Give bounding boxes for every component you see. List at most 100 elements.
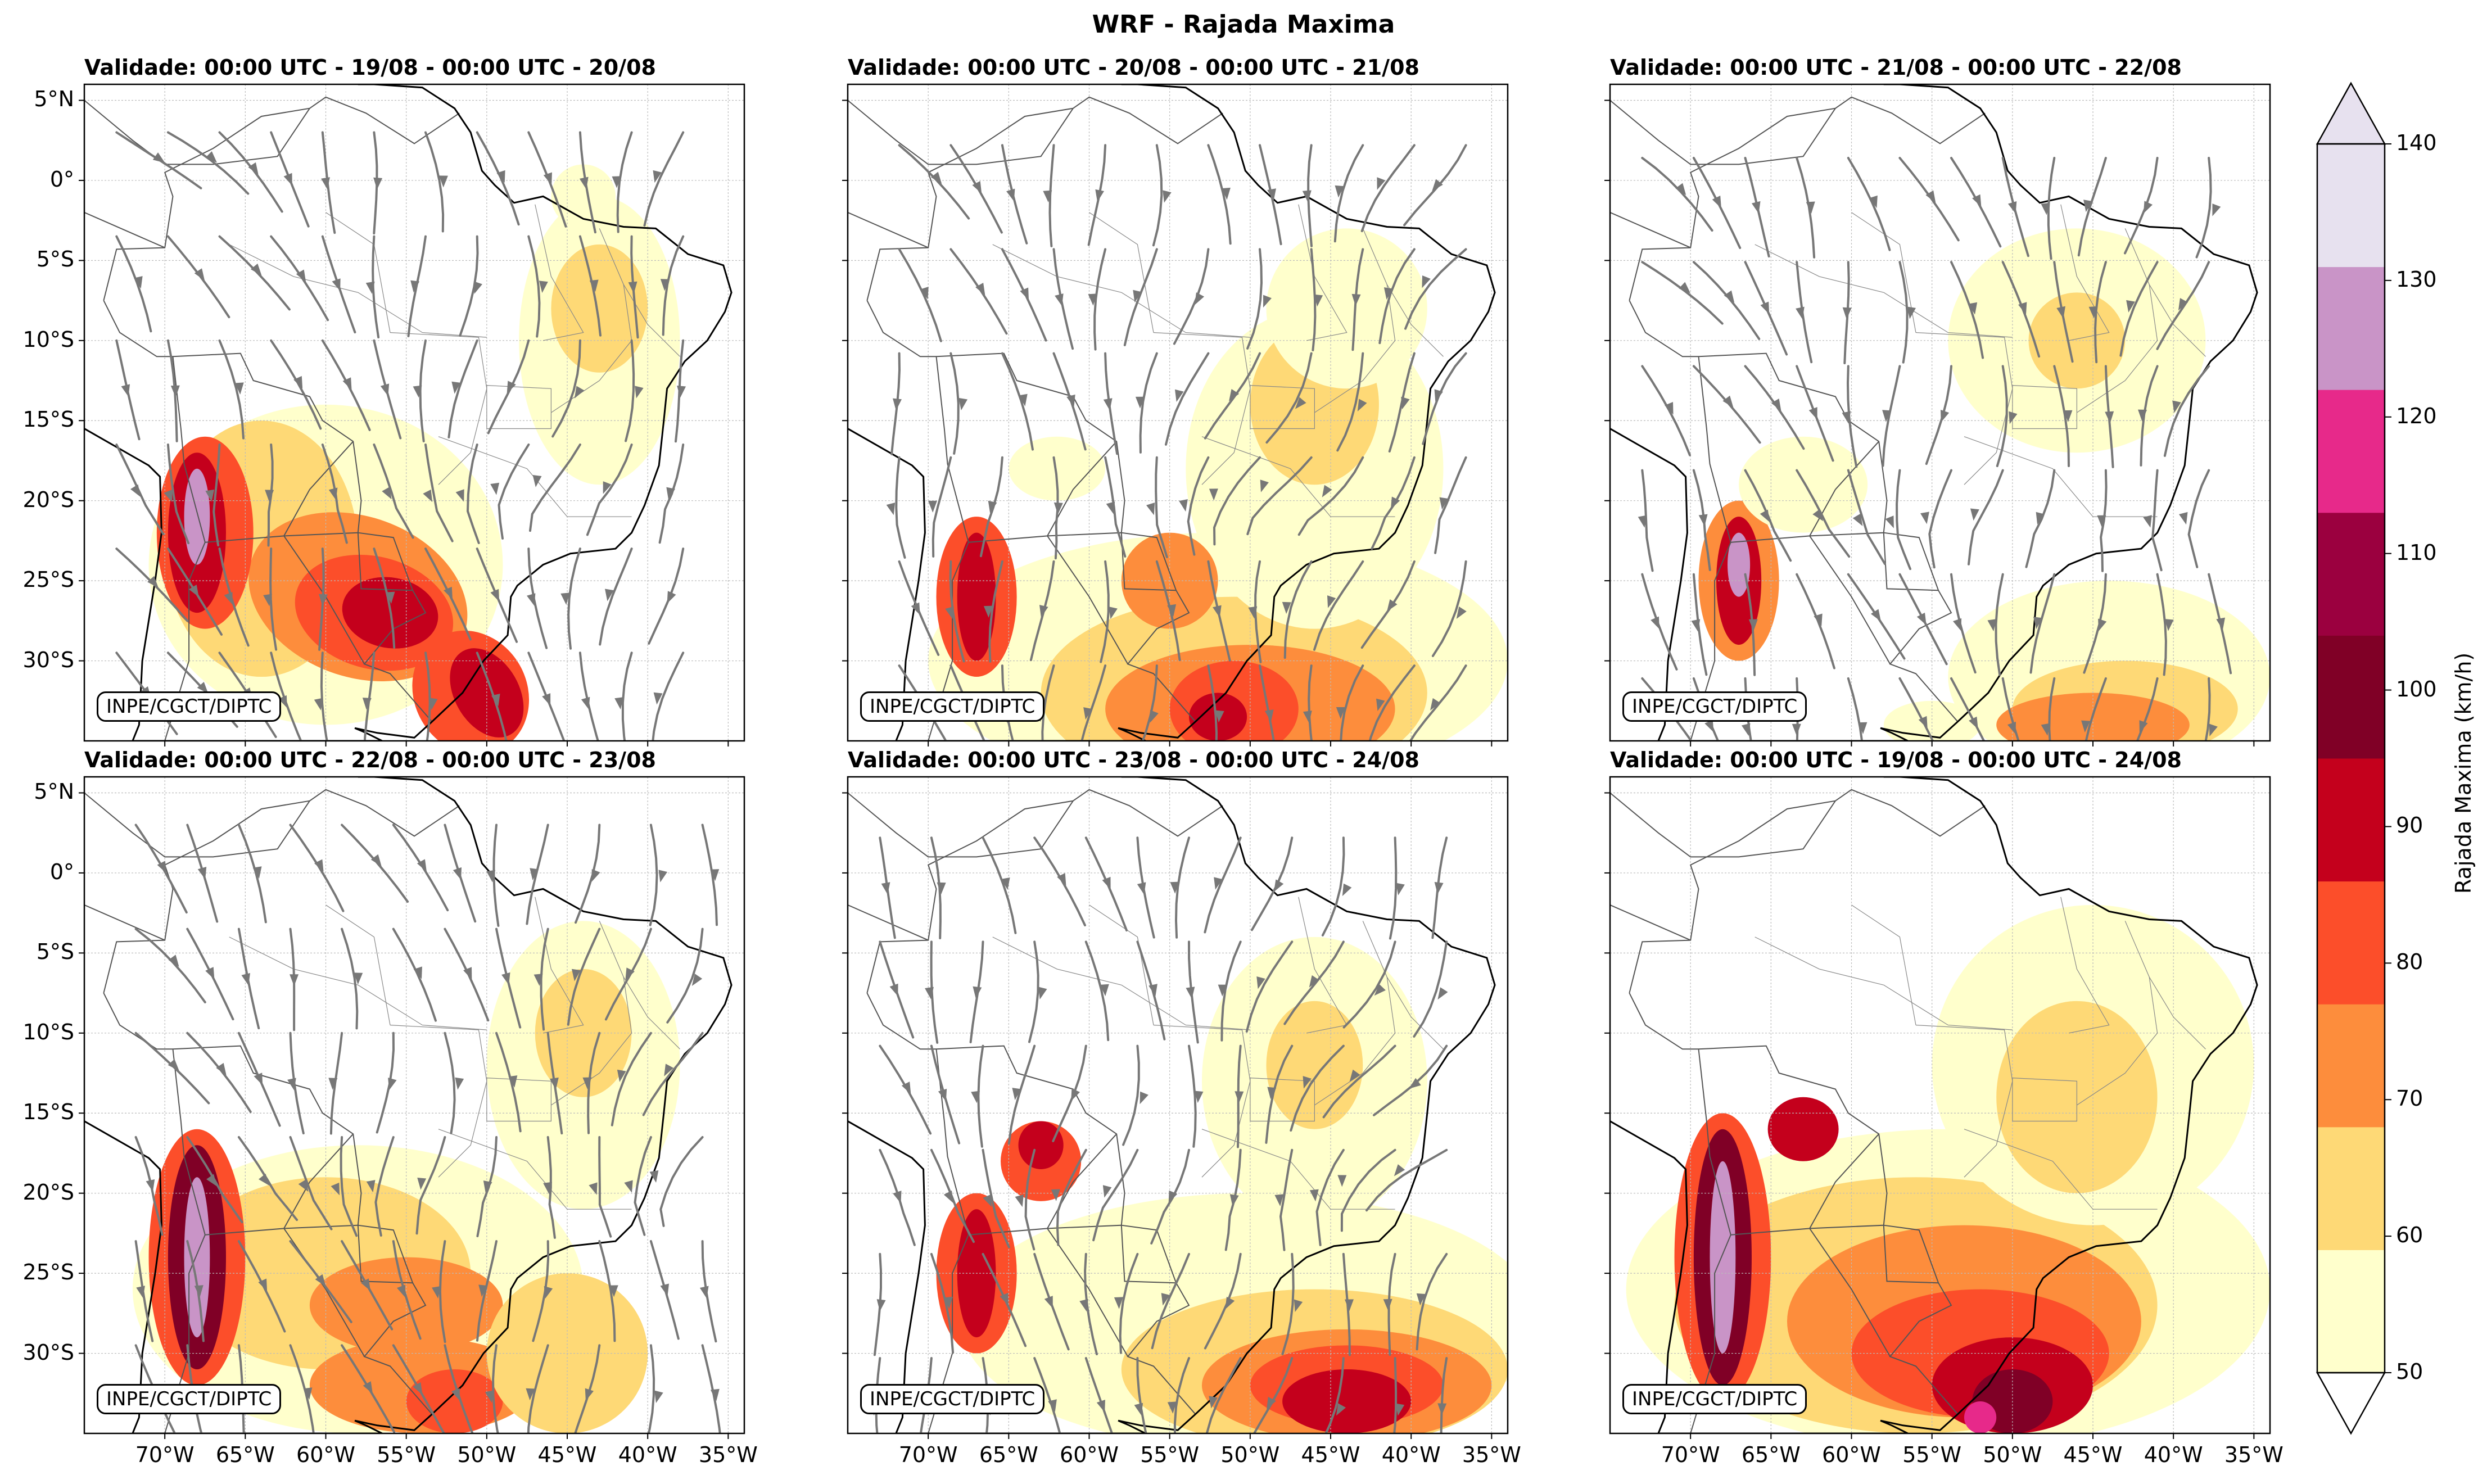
- streamline-arrow: [1267, 1396, 1276, 1410]
- streamline: [1950, 157, 2002, 248]
- streamline-arrow: [321, 177, 330, 190]
- streamline: [567, 548, 581, 650]
- streamline: [1283, 940, 1345, 1025]
- streamline-arrow: [527, 593, 536, 606]
- streamline-arrow: [920, 287, 929, 300]
- streamline: [529, 444, 581, 532]
- streamline: [424, 131, 445, 233]
- colorbar-tick-label: 80: [2396, 949, 2423, 975]
- streamline-arrow: [972, 180, 982, 194]
- streamline-arrow: [901, 1082, 911, 1094]
- lon-label: 35°W: [698, 1442, 758, 1467]
- streamline: [1365, 1148, 1448, 1212]
- streamline-arrow: [658, 870, 668, 883]
- streamline-arrow: [189, 585, 199, 598]
- streamline: [1056, 1148, 1087, 1246]
- streamline-arrow: [438, 175, 448, 188]
- streamline-arrow: [1088, 293, 1097, 306]
- streamline: [1409, 664, 1467, 741]
- streamline: [2048, 677, 2056, 741]
- streamline: [1324, 1357, 1345, 1433]
- streamline: [476, 131, 520, 226]
- streamline: [1641, 157, 1713, 232]
- streamline: [551, 339, 581, 438]
- colorbar-bin: [2317, 266, 2385, 390]
- streamline: [392, 928, 437, 1022]
- lat-label: 20°S: [22, 1179, 74, 1205]
- streamline: [1434, 456, 1467, 554]
- streamline: [1389, 836, 1398, 940]
- streamline-arrow: [483, 1180, 492, 1193]
- streamline-arrow: [1167, 604, 1177, 617]
- colorbar-tick-label: 70: [2396, 1086, 2423, 1111]
- streamline-arrow: [2041, 723, 2050, 736]
- streamline: [1001, 352, 1034, 451]
- streamline-arrow: [1161, 1293, 1170, 1306]
- streamline-arrow: [574, 386, 585, 399]
- streamline-arrow: [296, 269, 306, 282]
- streamline-arrow: [508, 1075, 518, 1088]
- streamline: [526, 824, 549, 925]
- streamline-arrow: [1422, 275, 1431, 288]
- coastline: [84, 777, 732, 1433]
- streamline-arrow: [1349, 1069, 1360, 1082]
- streamline-arrow: [2007, 721, 2016, 735]
- lat-label: 30°S: [22, 647, 74, 672]
- streamline-arrow: [1267, 1087, 1277, 1100]
- streamline-arrow: [710, 869, 720, 881]
- streamline-arrow: [1391, 496, 1400, 509]
- streamline-arrow: [893, 398, 902, 411]
- colorbar-tick-label: 60: [2396, 1223, 2423, 1248]
- streamline-arrow: [1053, 502, 1063, 515]
- streamline-arrow: [1215, 710, 1224, 723]
- streamline-arrow: [660, 1283, 670, 1296]
- streamline-arrow: [543, 172, 552, 185]
- streamline-arrow: [1179, 499, 1188, 512]
- streamline-arrow: [2164, 619, 2174, 631]
- streamline: [2053, 365, 2070, 467]
- streamline-arrow: [1044, 1296, 1053, 1309]
- streamline-arrow: [881, 882, 890, 895]
- streamline-arrow: [1741, 723, 1751, 736]
- streamline-arrow: [1698, 514, 1708, 527]
- colorbar-tick-label: 130: [2396, 266, 2437, 292]
- streamline: [898, 248, 942, 342]
- panel-title: Validade: 00:00 UTC - 22/08 - 00:00 UTC …: [84, 748, 656, 772]
- streamline: [1205, 1357, 1242, 1433]
- streamline: [1431, 560, 1467, 657]
- streamline-arrow: [1134, 1402, 1143, 1415]
- streamline-arrow: [2212, 203, 2221, 216]
- lon-label: 55°W: [1902, 1442, 1962, 1467]
- streamline: [1925, 365, 1952, 465]
- streamline-arrow: [1071, 1088, 1080, 1101]
- streamline-arrow: [303, 1387, 313, 1400]
- streamline-arrow: [423, 489, 433, 503]
- streamline: [289, 1136, 333, 1230]
- colorbar-bin: [2317, 390, 2385, 513]
- streamline: [930, 1252, 955, 1354]
- streamline: [1340, 664, 1364, 741]
- colorbar-bin: [2317, 1126, 2385, 1250]
- streamline-arrow: [432, 1286, 441, 1299]
- streamline: [879, 1044, 932, 1135]
- streamline-arrow: [1001, 877, 1010, 890]
- streamline-arrow: [2126, 300, 2135, 313]
- streamline-arrow: [893, 1191, 902, 1204]
- streamline-arrow: [667, 591, 676, 604]
- streamline-arrow: [1704, 720, 1714, 732]
- streamline-arrow: [314, 698, 323, 711]
- streamline-arrow: [925, 987, 934, 999]
- streamline: [649, 824, 658, 926]
- streamline: [134, 824, 188, 914]
- lon-label: 50°W: [1220, 1442, 1280, 1467]
- streamline-arrow: [2036, 512, 2045, 525]
- streamline-arrow: [2063, 410, 2073, 422]
- streamline-arrow: [463, 967, 472, 980]
- streamline-arrow: [1066, 394, 1075, 408]
- streamline-arrow: [1401, 396, 1410, 410]
- streamline: [1265, 352, 1313, 444]
- streamline-arrow: [2172, 400, 2181, 413]
- streamline-arrow: [1314, 294, 1323, 307]
- streamline-arrow: [2007, 201, 2017, 214]
- streamline-arrow: [290, 974, 299, 987]
